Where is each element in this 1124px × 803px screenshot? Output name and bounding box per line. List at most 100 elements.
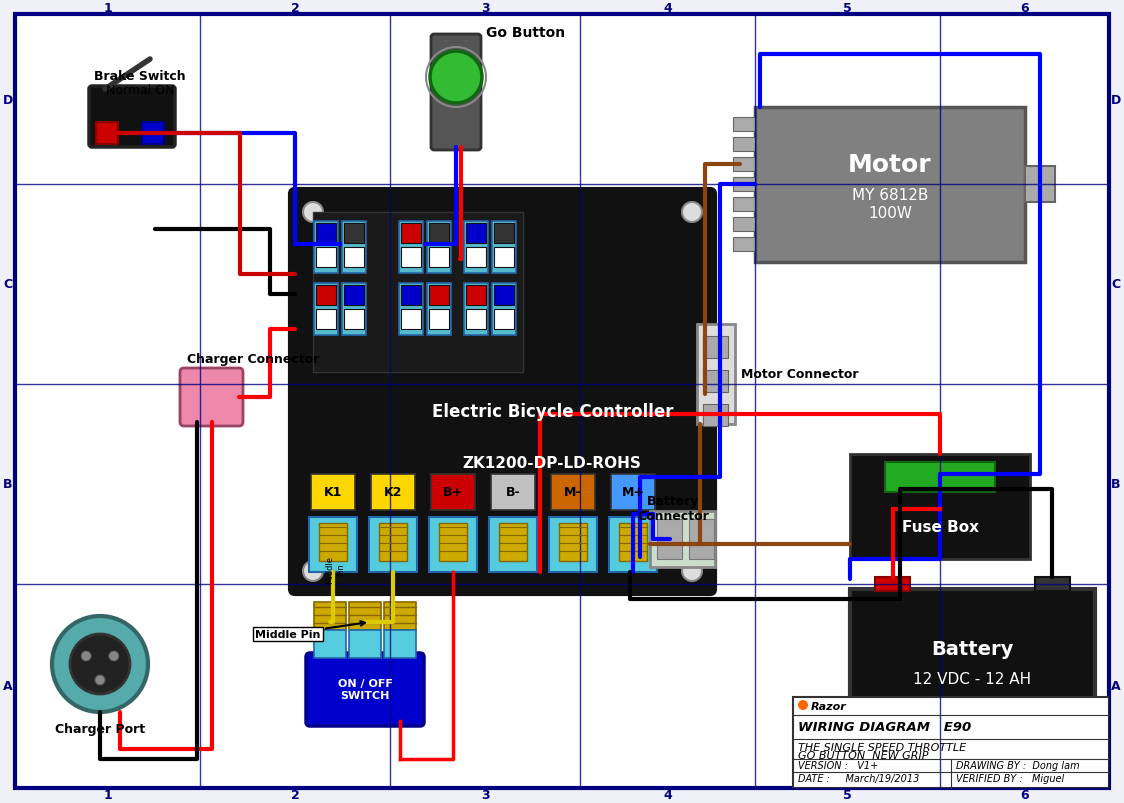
Text: Middle
Pin: Middle Pin [325, 556, 345, 583]
Text: K1: K1 [324, 486, 342, 499]
Bar [316, 247, 336, 267]
Bar [401, 247, 422, 267]
Text: 3: 3 [481, 2, 489, 14]
Bar [316, 310, 336, 329]
Bar [733, 138, 755, 152]
Bar [399, 283, 423, 336]
Text: 4: 4 [663, 789, 672, 801]
Text: Battery
Connector: Battery Connector [637, 495, 709, 522]
Text: M-: M- [564, 486, 582, 499]
Text: Motor Connector: Motor Connector [741, 368, 859, 381]
Text: VERIFIED BY :   Miguel: VERIFIED BY : Miguel [957, 773, 1064, 783]
Bar [650, 512, 715, 567]
Text: ZK1200-DP-LD-ROHS: ZK1200-DP-LD-ROHS [463, 455, 642, 471]
Bar [794, 697, 1109, 788]
Bar [733, 238, 755, 251]
Bar [466, 286, 486, 306]
Bar [466, 224, 486, 243]
Bar [492, 283, 516, 336]
Bar [850, 454, 1030, 560]
Bar [549, 517, 597, 573]
Bar [379, 524, 407, 561]
Text: Normal ON: Normal ON [106, 84, 174, 96]
Bar [309, 517, 357, 573]
Text: 2: 2 [291, 789, 299, 801]
Bar [1035, 577, 1070, 591]
Circle shape [70, 634, 130, 694]
Text: Brake Switch: Brake Switch [94, 69, 185, 83]
FancyBboxPatch shape [180, 369, 243, 426]
Text: 6: 6 [1021, 789, 1028, 801]
Bar [495, 224, 514, 243]
Text: B+: B+ [443, 486, 463, 499]
Bar [733, 177, 755, 192]
Circle shape [682, 561, 702, 581]
Bar [344, 224, 364, 243]
Bar [348, 602, 381, 630]
Bar [348, 630, 381, 658]
Bar [464, 283, 488, 336]
Text: D: D [1111, 93, 1121, 106]
Bar [499, 524, 527, 561]
Text: B-: B- [506, 486, 520, 499]
Bar [702, 370, 728, 393]
Bar [495, 247, 514, 267]
Bar [314, 283, 338, 336]
Text: C: C [1112, 278, 1121, 291]
Bar [399, 222, 423, 274]
Bar [344, 310, 364, 329]
Bar [384, 630, 416, 658]
Text: Battery: Battery [932, 640, 1014, 658]
Text: K2: K2 [383, 486, 402, 499]
Circle shape [109, 651, 119, 661]
Text: 2: 2 [291, 2, 299, 14]
Bar [755, 108, 1025, 263]
Text: 5: 5 [843, 2, 852, 14]
Bar [439, 524, 466, 561]
Circle shape [430, 52, 482, 104]
Bar [314, 630, 346, 658]
Bar [401, 224, 422, 243]
Text: Electric Bicycle Controller: Electric Bicycle Controller [432, 403, 673, 421]
Text: GO BUTTON  NEW GRIP: GO BUTTON NEW GRIP [798, 750, 928, 760]
Text: A: A [1112, 679, 1121, 693]
Circle shape [96, 675, 105, 685]
FancyBboxPatch shape [430, 35, 481, 151]
Bar [885, 463, 995, 492]
Bar [495, 286, 514, 306]
Bar [658, 520, 682, 560]
Circle shape [798, 700, 808, 710]
Bar [850, 589, 1095, 739]
Text: 1: 1 [103, 789, 112, 801]
Bar [429, 224, 448, 243]
Text: DRAWING BY :  Dong lam: DRAWING BY : Dong lam [957, 760, 1080, 770]
Bar [697, 324, 735, 425]
Bar [874, 577, 910, 591]
Bar [427, 222, 451, 274]
Bar [319, 524, 347, 561]
Bar [492, 222, 516, 274]
Text: DATE :     March/19/2013: DATE : March/19/2013 [798, 773, 919, 783]
Text: VERSION :   V1+: VERSION : V1+ [798, 760, 878, 770]
Bar [491, 475, 535, 511]
FancyBboxPatch shape [290, 190, 715, 594]
Text: 100W: 100W [868, 206, 912, 221]
Bar [733, 158, 755, 172]
Text: 1: 1 [103, 2, 112, 14]
Text: THE SINGLE SPEED THROTTLE: THE SINGLE SPEED THROTTLE [798, 742, 967, 752]
Bar [96, 123, 118, 145]
Text: WIRING DIAGRAM   E90: WIRING DIAGRAM E90 [798, 720, 971, 734]
Bar [430, 475, 475, 511]
Bar [314, 602, 346, 630]
Bar [142, 123, 164, 145]
Text: Charger Port: Charger Port [55, 723, 145, 736]
Text: D: D [3, 93, 13, 106]
Bar [464, 222, 488, 274]
Bar [429, 310, 448, 329]
Text: B: B [1112, 478, 1121, 491]
Bar [609, 517, 658, 573]
Bar [702, 336, 728, 359]
Text: ON / OFF
SWITCH: ON / OFF SWITCH [337, 679, 392, 700]
Text: Middle Pin: Middle Pin [255, 622, 365, 639]
Bar [733, 218, 755, 232]
